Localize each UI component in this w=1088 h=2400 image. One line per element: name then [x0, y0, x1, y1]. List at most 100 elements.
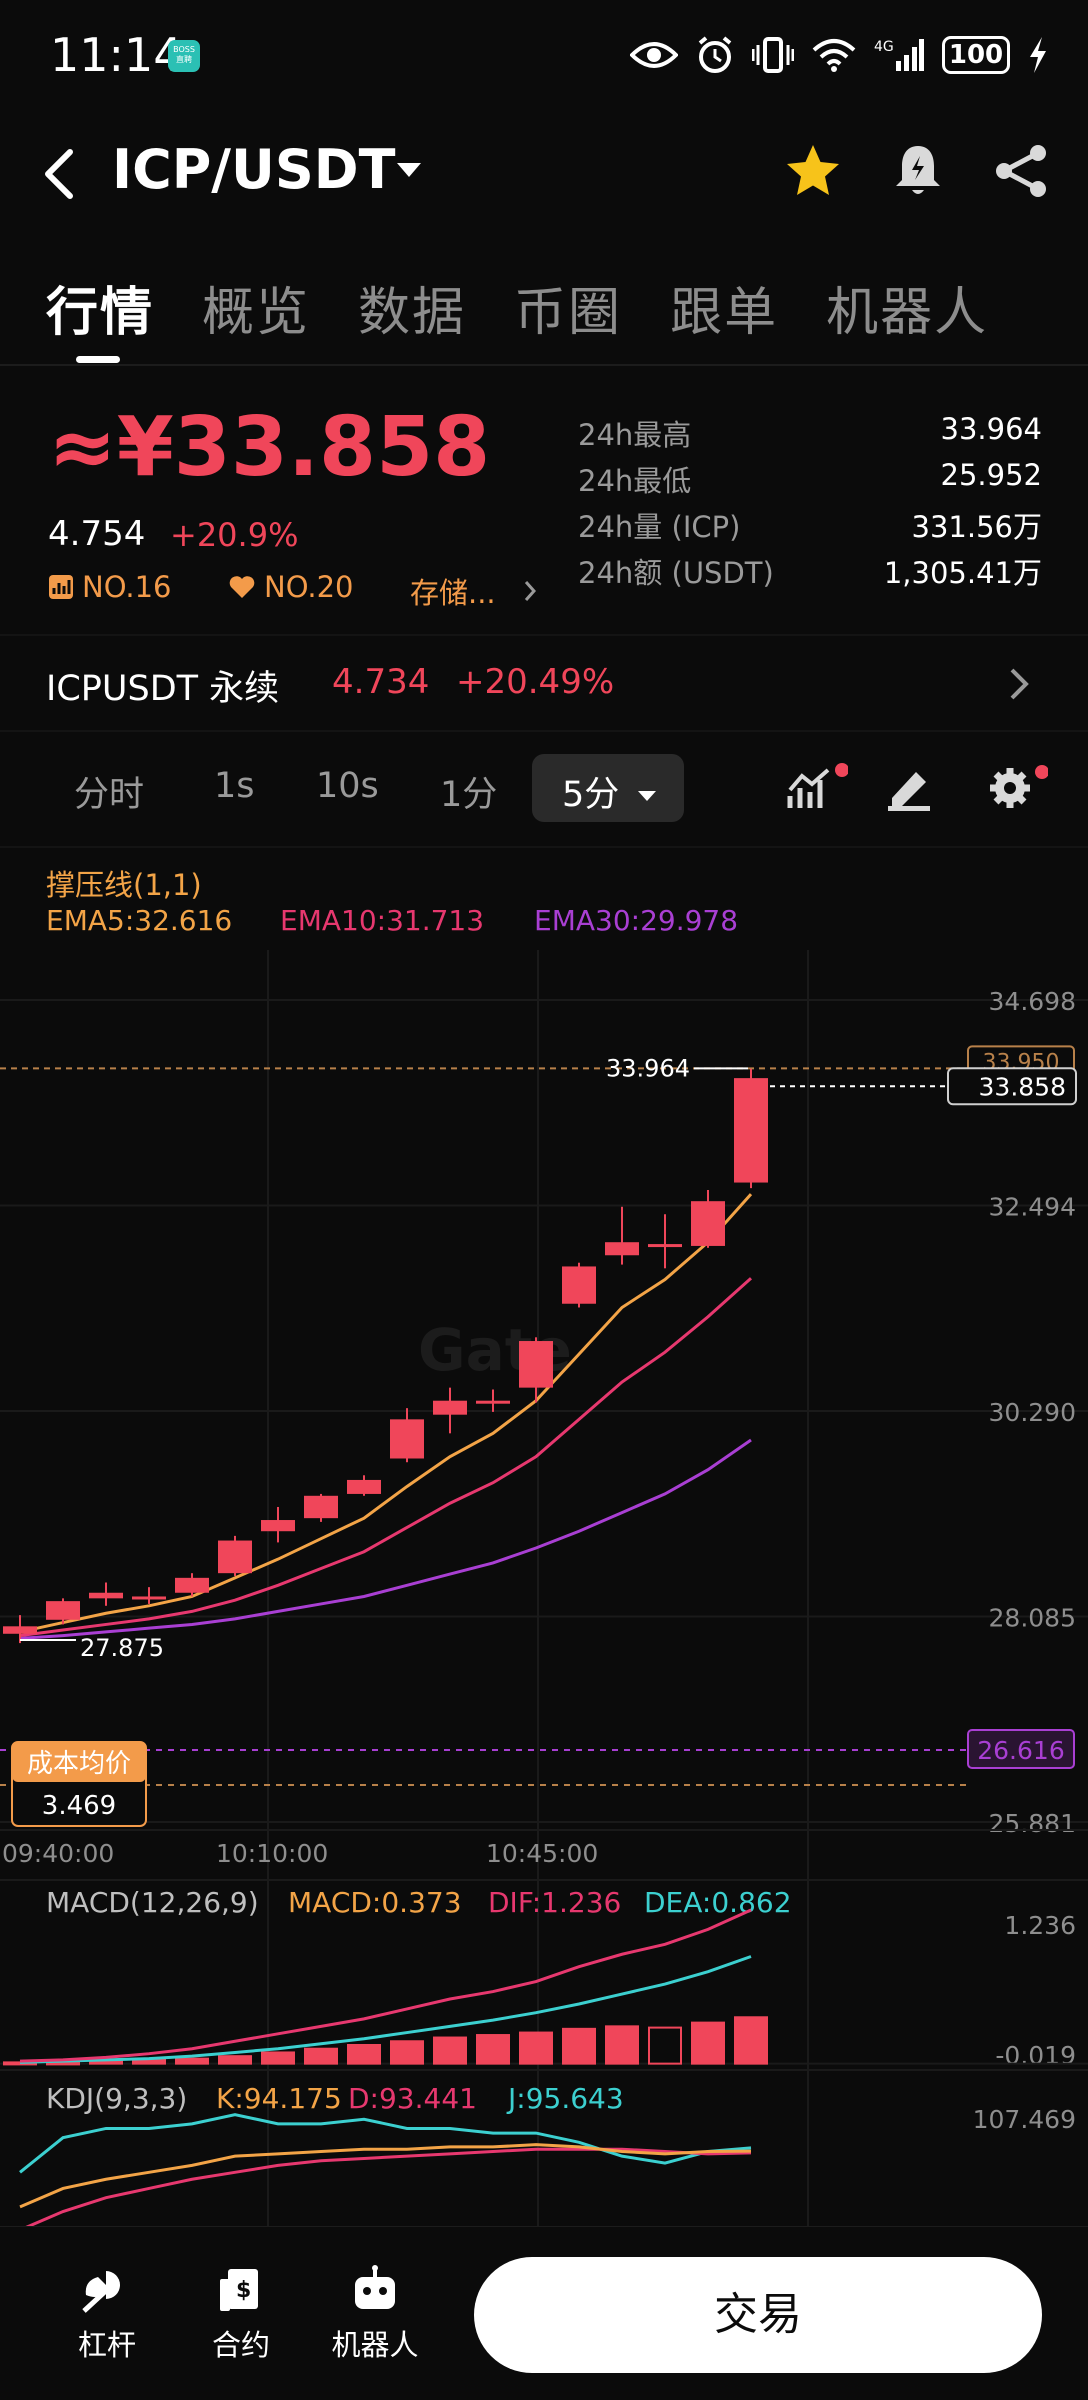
caret-down-icon — [638, 791, 657, 801]
low-price-marker: 27.875 — [80, 1634, 164, 1662]
tab-data[interactable]: 数据 — [358, 283, 467, 343]
stat-row: 24h量 (ICP) 331.56万 — [578, 504, 1042, 550]
tf-10s[interactable]: 10s — [316, 766, 379, 806]
tab-overview[interactable]: 概览 — [202, 283, 311, 343]
x-tick-label: 10:45:00 — [486, 1839, 598, 1868]
contract-icon: $ — [220, 2269, 258, 2311]
macd-histogram-bar — [175, 2057, 209, 2065]
indicator-icon[interactable] — [786, 762, 848, 812]
candle-body — [476, 1400, 510, 1404]
tab-market[interactable]: 行情 — [46, 283, 155, 343]
candle-body — [347, 1479, 381, 1494]
alarm-icon — [698, 36, 732, 73]
macd-histogram-bar — [347, 2043, 381, 2065]
tf-5m-selected[interactable]: 5分 — [532, 754, 684, 822]
kdj-j-line — [19, 2113, 752, 2174]
leverage-button[interactable]: 杠杆 — [52, 2265, 162, 2364]
status-bar: 11:14 BOSS 直聘 4G 100 — [0, 0, 1088, 110]
robot-icon — [355, 2265, 395, 2309]
chart-settings-gear-icon[interactable] — [984, 760, 1048, 812]
tab-community[interactable]: 币圈 — [514, 283, 623, 343]
stat-value: 1,305.41万 — [883, 556, 1042, 590]
macd-value: MACD:0.373 — [288, 1886, 462, 1919]
robot-button[interactable]: 机器人 — [320, 2265, 430, 2364]
bottom-action-bar: 杠杆 $ 合约 机器人 交易 — [0, 2226, 1088, 2400]
contract-button[interactable]: $ 合约 — [186, 2265, 296, 2364]
macd-histogram-bar — [476, 2034, 510, 2065]
price-alert-bell-icon[interactable] — [892, 142, 944, 200]
rank-popularity[interactable]: NO.20 — [228, 570, 353, 604]
candle-body — [734, 1078, 768, 1183]
draw-tool-icon[interactable] — [884, 764, 934, 812]
main-tabs: 行情 概览 数据 币圈 跟单 机器人 — [46, 270, 988, 345]
candle-body — [648, 1244, 682, 1248]
rank-market-cap[interactable]: NO.16 — [48, 570, 171, 604]
tf-1s[interactable]: 1s — [214, 766, 255, 806]
kdj-j-value: J:95.643 — [506, 2082, 624, 2115]
category-tag[interactable]: 存储... — [410, 570, 544, 612]
eye-icon — [630, 42, 678, 68]
ema30-line — [19, 1438, 752, 1640]
category-label: 存储... — [410, 576, 496, 610]
rank-1-label: NO.16 — [82, 570, 172, 604]
favorite-star-icon[interactable] — [784, 143, 842, 199]
pair-dropdown-icon[interactable] — [395, 160, 423, 180]
perpetual-change: +20.49% — [456, 662, 615, 702]
tf-timeline[interactable]: 分时 — [74, 775, 145, 815]
back-arrow-icon[interactable] — [40, 146, 80, 202]
candle-body — [89, 1592, 123, 1599]
ema5-label: EMA5:32.616 — [46, 904, 233, 937]
tf-1m[interactable]: 1分 — [440, 775, 498, 815]
cost-avg-value: 3.469 — [42, 1791, 116, 1821]
status-time: 11:14 — [50, 28, 183, 82]
macd-top-tick: 1.236 — [1004, 1911, 1076, 1940]
header-actions — [784, 142, 1048, 200]
dif-line — [19, 1908, 752, 2063]
stat-label: 24h最高 — [578, 418, 692, 452]
stat-label: 24h额 (USDT) — [578, 556, 774, 590]
kdj-d-line — [25, 2147, 752, 2226]
price-usd: 4.754 — [48, 514, 146, 554]
macd-histogram-bar — [734, 2016, 768, 2065]
share-icon[interactable] — [994, 143, 1048, 199]
candlestick-chart[interactable]: 34.69832.49430.29028.08525.881Gate33.964… — [0, 950, 1088, 2226]
stat-value: 331.56万 — [911, 510, 1042, 544]
rank-2-label: NO.20 — [264, 570, 354, 604]
trade-button[interactable]: 交易 — [474, 2257, 1042, 2373]
macd-histogram-bar — [605, 2025, 639, 2065]
macd-histogram-bar — [433, 2036, 467, 2065]
cost-avg-label: 成本均价 — [27, 1749, 131, 1779]
macd-label: MACD(12,26,9) — [46, 1886, 259, 1919]
leverage-icon — [82, 2271, 120, 2313]
macd-bottom-tick: -0.019 — [995, 2041, 1076, 2070]
svg-text:4G: 4G — [874, 39, 894, 55]
contract-label: 合约 — [211, 2328, 270, 2362]
stat-label: 24h最低 — [578, 464, 692, 498]
leverage-label: 杠杆 — [77, 2328, 136, 2362]
active-tab-indicator — [76, 356, 120, 363]
kdj-k-line — [19, 2143, 752, 2209]
kdj-top-tick: 107.469 — [973, 2105, 1076, 2134]
chevron-right-icon — [524, 581, 536, 601]
tab-bot[interactable]: 机器人 — [826, 283, 989, 343]
tab-copy-trading[interactable]: 跟单 — [670, 283, 779, 343]
status-icons: 4G 100 — [630, 30, 1048, 80]
candle-body — [261, 1520, 295, 1532]
heart-rank-icon — [229, 576, 255, 598]
divider — [0, 730, 1088, 732]
stat-row: 24h额 (USDT) 1,305.41万 — [578, 550, 1042, 596]
perpetual-name[interactable]: ICPUSDT 永续 — [46, 669, 280, 709]
candle-body — [3, 1626, 37, 1634]
signal-4g-icon: 4G — [874, 39, 924, 71]
y-tick-label: 25.881 — [989, 1809, 1076, 1838]
candle-body — [390, 1419, 424, 1459]
candle-body — [132, 1596, 166, 1600]
candle-body — [175, 1577, 209, 1593]
perpetual-chevron-icon[interactable] — [998, 664, 1038, 704]
vibrate-icon — [752, 37, 794, 73]
x-tick-label: 10:10:00 — [216, 1839, 328, 1868]
header: ICP/USDT — [0, 120, 1088, 230]
macd-histogram-bar — [261, 2051, 295, 2065]
stat-row: 24h最高 33.964 — [578, 412, 1042, 458]
pair-title[interactable]: ICP/USDT — [112, 138, 396, 201]
